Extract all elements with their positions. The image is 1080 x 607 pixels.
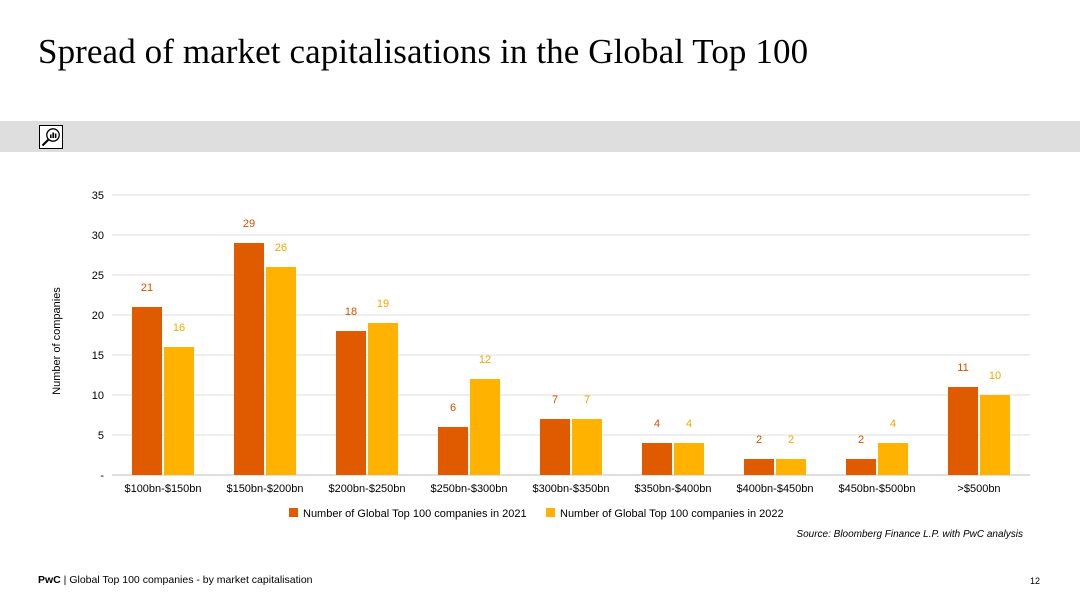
- magnifier-chart-icon: [39, 125, 63, 149]
- x-tick-label: $150bn-$200bn: [226, 483, 303, 495]
- footer-brand: PwC: [38, 574, 61, 586]
- footer-text: Global Top 100 companies - by market cap…: [69, 574, 313, 586]
- data-label: 4: [890, 418, 896, 430]
- bars: [132, 243, 1010, 475]
- y-tick-label: 5: [98, 430, 104, 442]
- y-tick-label: 20: [92, 310, 104, 322]
- bar: [234, 243, 264, 475]
- data-label: 7: [552, 394, 558, 406]
- y-tick-label: 10: [92, 390, 104, 402]
- x-tick-label: $350bn-$400bn: [634, 483, 711, 495]
- bar: [470, 379, 500, 475]
- data-label: 21: [141, 282, 153, 294]
- bar: [164, 347, 194, 475]
- x-tick-label: >$500bn: [957, 483, 1000, 495]
- legend: Number of Global Top 100 companies in 20…: [289, 508, 784, 520]
- data-label: 16: [173, 322, 185, 334]
- bar: [674, 443, 704, 475]
- data-label: 11: [957, 362, 968, 374]
- bar: [776, 459, 806, 475]
- bar: [572, 419, 602, 475]
- x-tick-label: $400bn-$450bn: [736, 483, 813, 495]
- data-label: 12: [479, 354, 491, 366]
- data-label: 2: [756, 434, 762, 446]
- bar: [438, 427, 468, 475]
- bar: [540, 419, 570, 475]
- footer-separator: |: [60, 574, 70, 586]
- data-labels: 21 16 29 26 18 19 6 12 7 7 4 4 2 2 2 4 11 10: [141, 218, 1001, 446]
- data-label: 2: [858, 434, 864, 446]
- legend-swatch: [289, 508, 298, 517]
- slide-title: Spread of market capitalisations in the …: [38, 32, 809, 71]
- page-number: 12: [1029, 576, 1040, 586]
- x-tick-label: $300bn-$350bn: [532, 483, 609, 495]
- bar: [336, 331, 366, 475]
- footer: PwC | Global Top 100 companies - by mark…: [38, 574, 313, 586]
- x-tick-label: $100bn-$150bn: [124, 483, 201, 495]
- grid-lines: [112, 194, 1030, 476]
- legend-swatch: [546, 508, 555, 517]
- legend-label: Number of Global Top 100 companies in 20…: [303, 508, 527, 520]
- bar: [368, 323, 398, 475]
- data-label: 7: [584, 394, 590, 406]
- bar: [744, 459, 774, 475]
- section-band: [0, 121, 1080, 152]
- legend-label: Number of Global Top 100 companies in 20…: [560, 508, 784, 520]
- y-tick-label: 15: [92, 350, 104, 362]
- y-tick-label: 25: [92, 270, 104, 282]
- data-label: 26: [275, 242, 287, 254]
- y-axis-ticks: - 5 10 15 20 25 30 35: [92, 190, 105, 482]
- data-label: 2: [788, 434, 794, 446]
- x-tick-label: $200bn-$250bn: [328, 483, 405, 495]
- y-axis-label: Number of companies: [51, 287, 63, 395]
- x-axis-ticks: $100bn-$150bn $150bn-$200bn $200bn-$250bn $…: [124, 483, 1000, 495]
- bar: [642, 443, 672, 475]
- y-tick-label: -: [100, 470, 104, 482]
- y-tick-label: 35: [92, 190, 104, 202]
- bar: [948, 387, 978, 475]
- bar: [266, 267, 296, 475]
- bar: [878, 443, 908, 475]
- bar: [132, 307, 162, 475]
- data-label: 29: [243, 218, 255, 230]
- y-tick-label: 30: [92, 230, 104, 242]
- data-label: 4: [686, 418, 692, 430]
- data-label: 19: [377, 298, 389, 310]
- bar: [980, 395, 1010, 475]
- bar: [846, 459, 876, 475]
- data-label: 10: [989, 370, 1001, 382]
- data-label: 4: [654, 418, 660, 430]
- data-label: 18: [345, 306, 357, 318]
- data-label: 6: [450, 402, 456, 414]
- x-tick-label: $250bn-$300bn: [430, 483, 507, 495]
- x-tick-label: $450bn-$500bn: [838, 483, 915, 495]
- source-note: Source: Bloomberg Finance L.P. with PwC …: [796, 529, 1023, 540]
